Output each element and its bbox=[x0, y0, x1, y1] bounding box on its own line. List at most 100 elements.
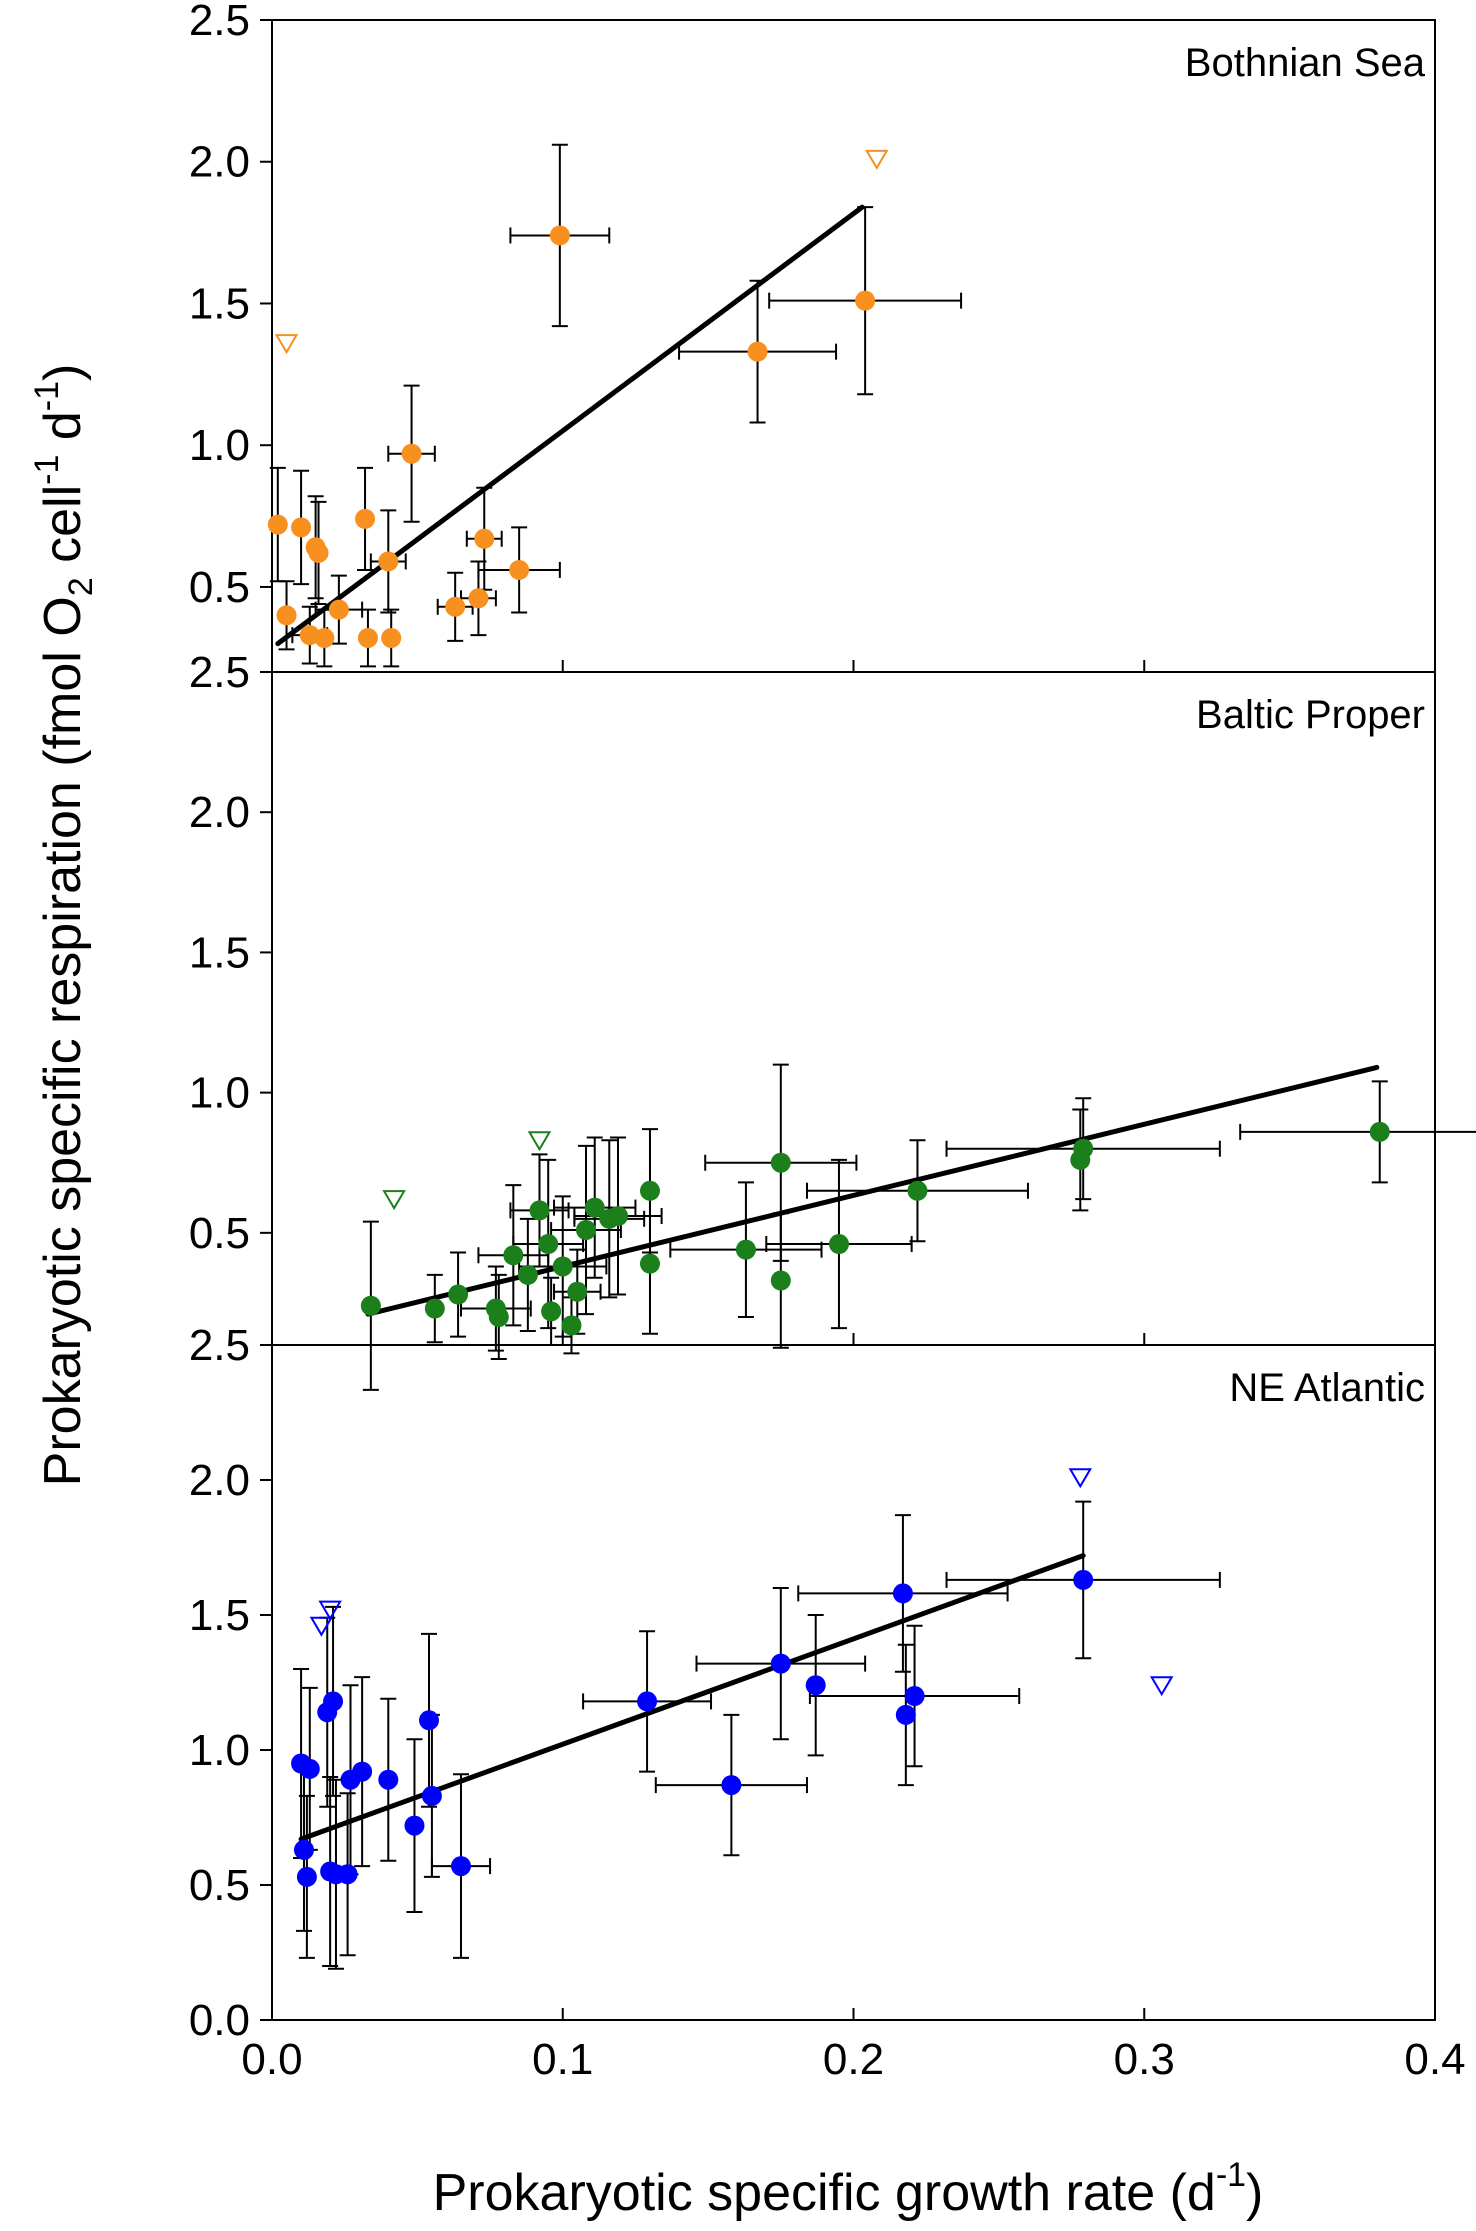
data-point bbox=[907, 1180, 928, 1201]
data-point bbox=[448, 1284, 469, 1305]
x-tick-label: 0.3 bbox=[1114, 2035, 1175, 2084]
outlier-point bbox=[274, 334, 299, 355]
data-point bbox=[895, 1704, 916, 1725]
data-point bbox=[474, 528, 495, 549]
data-point bbox=[637, 1691, 658, 1712]
outlier-point bbox=[382, 1190, 406, 1211]
data-point bbox=[314, 627, 335, 648]
panel-2: 0.5 1.0 1.5 2.0 2.5 Baltic Proper bbox=[189, 648, 1476, 1391]
y-axis-title-part-1: Prokaryotic specific respiration (fmol O bbox=[34, 596, 92, 1486]
data-point bbox=[503, 1245, 524, 1266]
y-tick-label: 2.5 bbox=[189, 648, 250, 697]
data-point bbox=[567, 1281, 588, 1302]
data-point bbox=[541, 1301, 562, 1322]
data-point bbox=[488, 1306, 509, 1327]
data-point bbox=[770, 1270, 791, 1291]
outlier-point bbox=[865, 149, 889, 170]
data-point bbox=[293, 1839, 314, 1860]
y-tick-label: 2.5 bbox=[189, 0, 250, 45]
x-tick-label: 0.4 bbox=[1404, 2035, 1465, 2084]
data-point bbox=[352, 1761, 373, 1782]
data-point bbox=[639, 1253, 660, 1274]
x-tick-label: 0.0 bbox=[241, 2035, 302, 2084]
data-point bbox=[828, 1234, 849, 1255]
data-point bbox=[1073, 1569, 1094, 1590]
y-axis-title-part-3: d bbox=[34, 411, 92, 454]
data-point bbox=[419, 1710, 440, 1731]
y-tick-label: 0.5 bbox=[189, 1861, 250, 1910]
data-point bbox=[584, 1197, 605, 1218]
x-tick-label: 0.1 bbox=[532, 2035, 593, 2084]
y-tick-label: 1.0 bbox=[189, 1726, 250, 1775]
y-axis-title-sup-2: -1 bbox=[28, 381, 66, 411]
data-point bbox=[735, 1239, 756, 1260]
data-point bbox=[770, 1653, 791, 1674]
y-tick-label: 1.5 bbox=[189, 279, 250, 328]
outlier-point bbox=[309, 1616, 334, 1637]
data-point bbox=[328, 599, 349, 620]
y-tick-label: 0.5 bbox=[189, 1209, 250, 1258]
regression-line bbox=[275, 204, 865, 647]
data-point bbox=[360, 1295, 381, 1316]
data-point bbox=[323, 1691, 344, 1712]
y-tick-label: 2.0 bbox=[189, 1456, 250, 1505]
data-point bbox=[308, 542, 329, 563]
data-point bbox=[538, 1234, 559, 1255]
y-tick-label: 0.0 bbox=[189, 1996, 250, 2045]
data-point bbox=[450, 1856, 471, 1877]
data-point bbox=[721, 1775, 742, 1796]
panel-1: 0.5 1.0 1.5 2.0 2.5 Bothnian Sea bbox=[189, 0, 1436, 673]
x-axis-title: Prokaryotic specific growth rate (d-1) bbox=[433, 2156, 1264, 2222]
y-axis-title-part-2: cell bbox=[34, 485, 92, 577]
y-tick-label: 0.5 bbox=[189, 563, 250, 612]
data-point bbox=[1073, 1138, 1094, 1159]
data-point bbox=[421, 1785, 442, 1806]
data-point bbox=[355, 508, 376, 529]
data-point bbox=[1369, 1121, 1390, 1142]
data-point bbox=[404, 1815, 425, 1836]
y-tick-label: 2.0 bbox=[189, 138, 250, 187]
panel-frame bbox=[271, 19, 1436, 673]
data-point bbox=[607, 1206, 628, 1227]
x-axis-title-main: Prokaryotic specific growth rate (d bbox=[433, 2164, 1216, 2222]
y-tick-label: 1.0 bbox=[189, 1069, 250, 1118]
data-point bbox=[445, 596, 466, 617]
data-point bbox=[509, 559, 530, 580]
data-point bbox=[549, 225, 570, 246]
data-point bbox=[378, 551, 399, 572]
y-tick-label: 1.5 bbox=[189, 928, 250, 977]
data-point bbox=[267, 514, 288, 535]
data-point bbox=[805, 1675, 826, 1696]
data-point bbox=[552, 1256, 573, 1277]
data-point bbox=[576, 1220, 597, 1241]
data-point bbox=[424, 1298, 445, 1319]
y-tick-label: 2.5 bbox=[189, 1321, 250, 1370]
outlier-point bbox=[1149, 1676, 1174, 1697]
data-point bbox=[299, 1758, 320, 1779]
panel-label: NE Atlantic bbox=[1229, 1366, 1425, 1410]
y-axis-title-sup-1: -1 bbox=[28, 455, 66, 485]
regression-line bbox=[298, 1553, 1086, 1842]
data-point bbox=[296, 1866, 317, 1887]
panel-frame bbox=[271, 1344, 1436, 2021]
outlier-point bbox=[1068, 1468, 1093, 1489]
data-point bbox=[401, 443, 422, 464]
panel-label: Baltic Proper bbox=[1196, 693, 1425, 737]
y-tick-label: 1.5 bbox=[189, 1591, 250, 1640]
data-point bbox=[770, 1152, 791, 1173]
data-point bbox=[561, 1315, 582, 1336]
data-point bbox=[276, 605, 297, 626]
data-point bbox=[381, 627, 402, 648]
data-point bbox=[639, 1180, 660, 1201]
y-axis-title-part-4: ) bbox=[34, 364, 92, 381]
y-axis-title: Prokaryotic specific respiration (fmol O… bbox=[28, 364, 100, 1487]
data-point bbox=[517, 1264, 538, 1285]
data-point bbox=[357, 627, 378, 648]
y-tick-label: 2.0 bbox=[189, 788, 250, 837]
data-point bbox=[747, 341, 768, 362]
data-point bbox=[291, 517, 312, 538]
data-point bbox=[529, 1200, 550, 1221]
x-tick-label: 0.2 bbox=[823, 2035, 884, 2084]
panel-label: Bothnian Sea bbox=[1185, 41, 1426, 85]
